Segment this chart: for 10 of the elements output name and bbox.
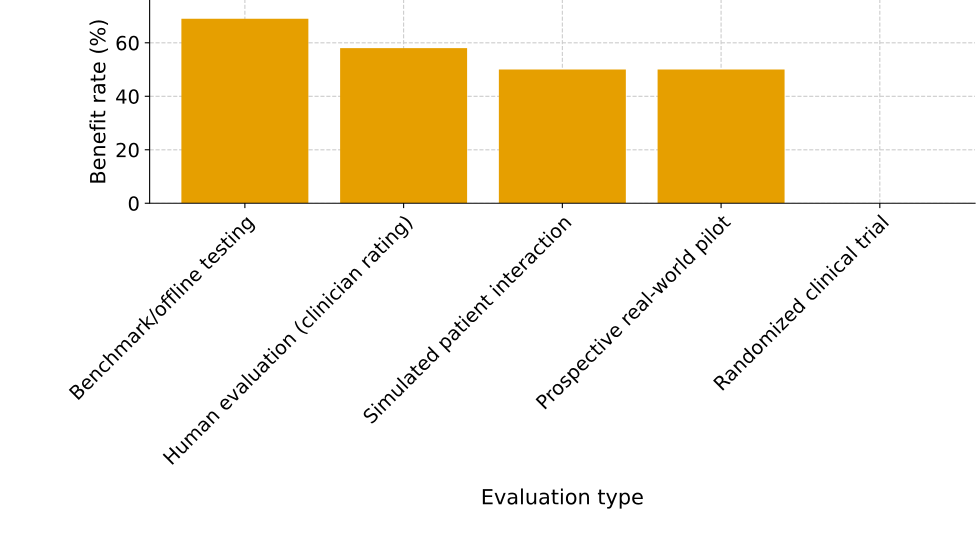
y-tick-label: 0 bbox=[128, 196, 139, 211]
y-tick-label: 40 bbox=[116, 89, 139, 104]
bar bbox=[340, 48, 468, 204]
y-axis-title: Benefit rate (%) bbox=[89, 20, 108, 183]
bar bbox=[658, 70, 785, 204]
bar bbox=[181, 18, 308, 204]
bar bbox=[498, 70, 626, 204]
y-tick-label: 60 bbox=[116, 36, 139, 50]
x-axis-title: Evaluation type bbox=[482, 488, 643, 509]
y-tick-label: 20 bbox=[116, 142, 139, 158]
